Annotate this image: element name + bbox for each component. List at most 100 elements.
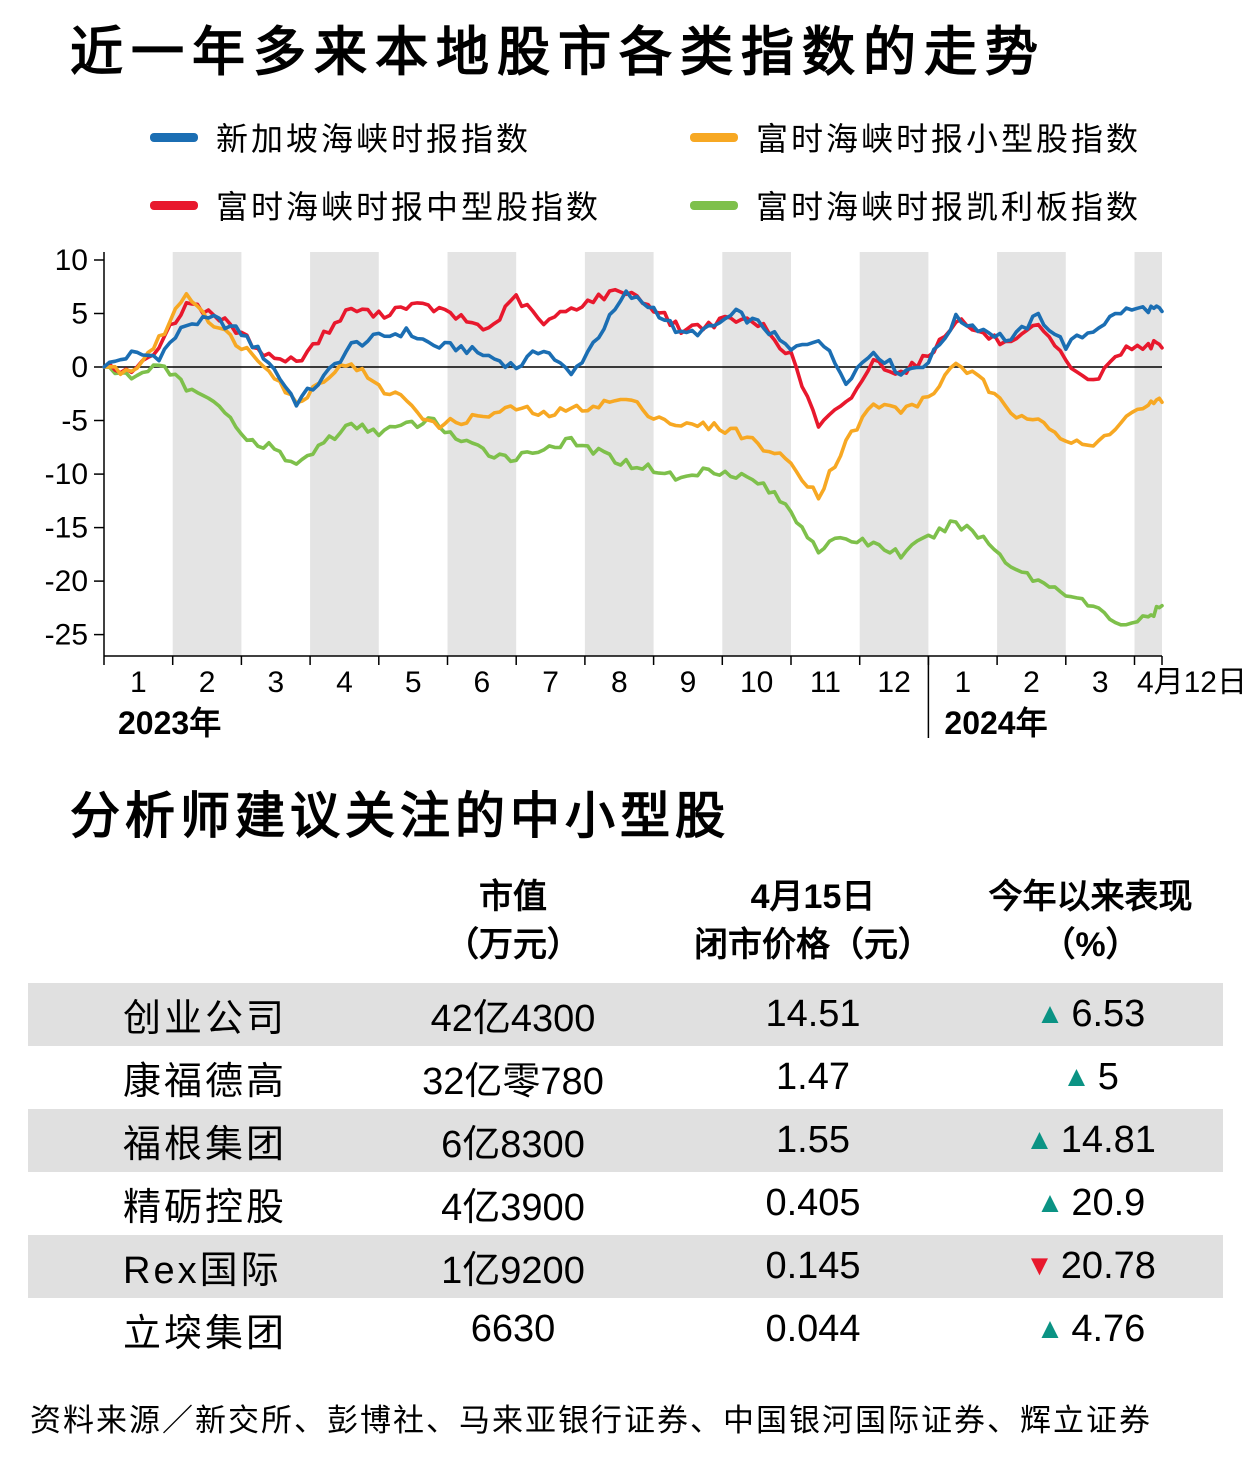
ytd-change-value: 5 [1097,1056,1119,1099]
table-section-title: 分析师建议关注的中小型股 [70,788,730,845]
month-label: 1 [954,666,971,699]
line-series-catalist [102,363,1164,627]
table-row: 创业公司 42亿4300 14.51 ▲ 6.53 [28,983,1223,1047]
month-label: 4 [336,666,353,699]
ytd-performance: ▼ 20.78 [958,1245,1223,1288]
up-arrow-icon: ▲ [1025,1124,1054,1157]
stock-name: 立堗集团 [123,1313,288,1356]
ytd-change-value: 14.81 [1060,1119,1156,1162]
market-cap: 4亿3900 [441,1187,585,1230]
legend-label: 富时海峡时报凯利板指数 [756,189,1142,226]
market-cap: 6630 [470,1308,556,1351]
legend-item-midcap: 富时海峡时报中型股指数 [150,182,690,228]
month-label: 3 [267,666,284,699]
header-line1: 4月15日 [750,878,876,917]
up-arrow-icon: ▲ [1035,998,1065,1031]
y-tick-label: 5 [71,298,88,331]
page-title: 近一年多来本地股市各类指数的走势 [70,23,1046,82]
legend-label: 富时海峡时报小型股指数 [756,121,1142,158]
month-label: 10 [740,666,773,699]
header-line2: 闭市价格（元） [694,925,932,964]
month-label: 3 [1092,666,1109,699]
closing-price: 0.405 [765,1182,861,1225]
header-line2 [28,884,358,894]
ytd-performance: ▲ 20.9 [958,1182,1223,1225]
closing-price: 14.51 [765,993,861,1036]
legend-swatch-icon [690,200,738,210]
month-label: 9 [680,666,697,699]
source-note: 资料来源／新交所、彭博社、马来亚银行证券、中国银河国际证券、辉立证券 [30,1403,1152,1439]
stock-name: 康福德高 [123,1061,288,1104]
closing-price: 1.47 [776,1056,850,1099]
ytd-change-value: 20.9 [1071,1182,1146,1225]
header-line2: （万元） [445,925,581,964]
legend-swatch-icon [150,132,198,142]
market-cap: 1亿9200 [441,1250,585,1293]
column-header-cap: 市值 （万元） [358,874,668,969]
month-label: 5 [405,666,422,699]
table-row: 精砺控股 4亿3900 0.405 ▲ 20.9 [28,1172,1223,1235]
chart-area: 10 5 0 -5 -10 -15 -20 -25 1 2 3 4 5 6 7 8 9 10 11 12 1 2 3 4月12… [0,244,1251,747]
y-tick-label: -5 [61,405,88,438]
stock-table: 市值 （万元） 4月15日闭市价格（元） 今年以来表现 （%） 创业公司 42亿4300 1… [28,874,1223,1361]
legend-item-sti: 新加坡海峡时报指数 [150,114,690,160]
ytd-performance: ▲ 6.53 [958,993,1223,1036]
month-label: 2 [1023,666,1040,699]
header-line1 [28,874,358,884]
legend-label: 富时海峡时报中型股指数 [216,189,602,226]
ytd-performance: ▲ 4.76 [958,1308,1223,1351]
closing-price: 1.55 [776,1119,850,1162]
ytd-change-value: 6.53 [1071,993,1146,1036]
month-shade-band [859,252,929,657]
column-header-price: 4月15日闭市价格（元） [668,874,958,969]
month-label: 11 [810,666,841,699]
stock-name: 福根集团 [123,1124,288,1167]
month-shade-band [1134,252,1162,657]
closing-price: 0.044 [765,1308,861,1351]
stock-name: 创业公司 [123,998,288,1041]
legend-label: 新加坡海峡时报指数 [216,121,532,158]
month-label: 8 [611,666,628,699]
year-label-2023: 2023年 [118,705,221,741]
month-shade-band [997,252,1066,657]
market-cap: 42亿4300 [430,998,596,1041]
table-row: Rex国际 1亿9200 0.145 ▼ 20.78 [28,1235,1223,1299]
month-label: 2 [199,666,216,699]
month-label: 1 [130,666,147,699]
ytd-change-value: 20.78 [1060,1245,1156,1288]
header-line1: 市值 [479,878,547,917]
ytd-performance: ▲ 5 [958,1056,1223,1099]
market-cap: 6亿8300 [441,1124,585,1167]
y-tick-label: 10 [55,246,88,277]
table-body: 创业公司 42亿4300 14.51 ▲ 6.53 康福德高 32亿零780 1.47 ▲ 5 福根… [28,983,1223,1361]
ytd-change-value: 4.76 [1071,1308,1146,1351]
legend-item-catalist: 富时海峡时报凯利板指数 [690,182,1251,228]
column-header-name [28,874,358,969]
chart-legend: 新加坡海峡时报指数 富时海峡时报小型股指数富时海峡时报中型股指数 富时海峡时报凯利板… [150,114,1251,228]
header-line1: 今年以来表现 [988,878,1193,917]
table-row: 立堗集团 6630 0.044 ▲ 4.76 [28,1298,1223,1361]
month-shade-band [310,252,379,657]
ytd-performance: ▲ 14.81 [958,1119,1223,1162]
table-row: 福根集团 6亿8300 1.55 ▲ 14.81 [28,1109,1223,1173]
legend-swatch-icon [150,200,198,210]
month-label: 6 [474,666,491,699]
legend-swatch-icon [690,132,738,142]
stock-name: Rex国际 [123,1250,282,1293]
column-header-perf: 今年以来表现 （%） [958,874,1223,969]
month-shade-band [584,252,654,657]
table-header: 市值 （万元） 4月15日闭市价格（元） 今年以来表现 （%） [28,874,1223,969]
y-tick-label: -20 [45,565,88,598]
y-tick-label: 0 [71,351,88,384]
y-tick-label: -10 [45,458,88,491]
closing-price: 0.145 [765,1245,861,1288]
market-cap: 32亿零780 [422,1061,604,1104]
header-line2: （%） [1041,925,1140,964]
line-series-smallcap [102,292,1164,501]
year-label-2024: 2024年 [944,705,1047,741]
stock-name: 精砺控股 [123,1187,288,1230]
x-end-label: 4月12日 [1137,666,1247,699]
up-arrow-icon: ▲ [1035,1313,1065,1346]
down-arrow-icon: ▼ [1025,1250,1054,1283]
